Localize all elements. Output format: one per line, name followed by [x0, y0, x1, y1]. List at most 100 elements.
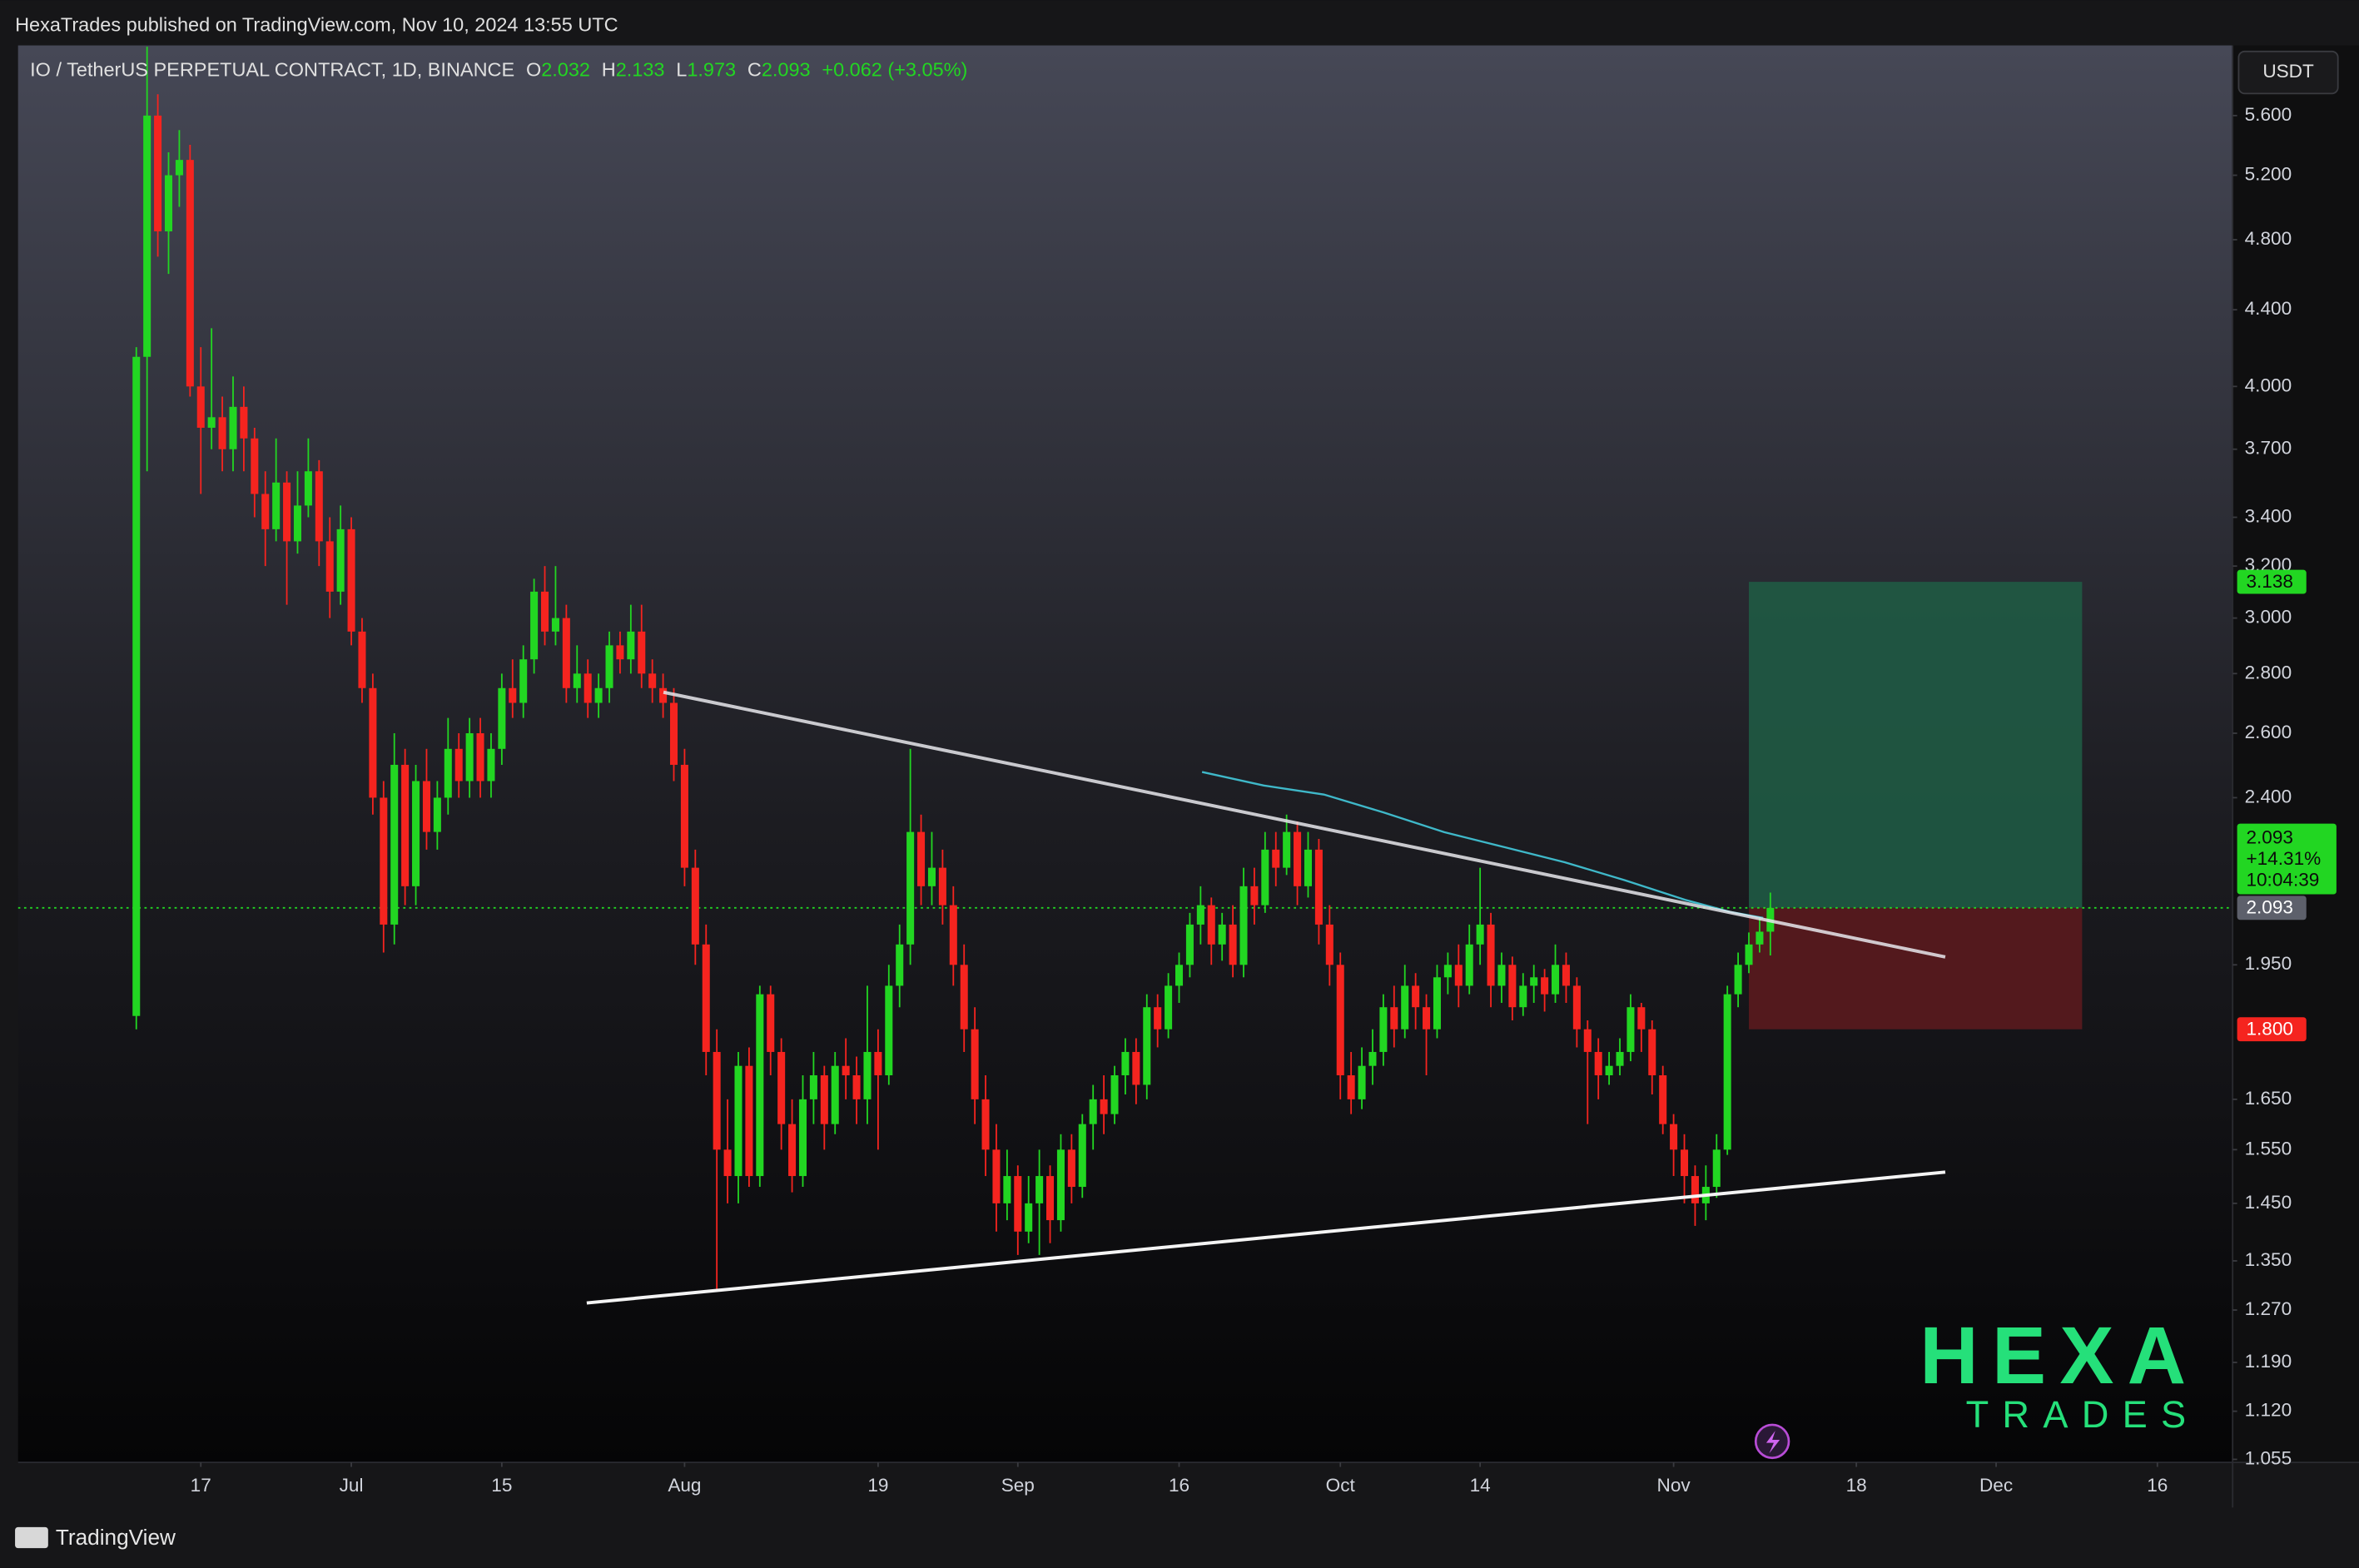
x-tick-label: 17	[191, 1475, 211, 1496]
legend-value: 2.133	[616, 58, 665, 80]
candle-body	[1336, 965, 1344, 1075]
candle-body	[1487, 924, 1495, 986]
candle-body	[1283, 831, 1291, 868]
plot	[17, 47, 2233, 1292]
symbol: IO / TetherUS PERPETUAL CONTRACT, 1D, BI…	[30, 58, 514, 80]
logo	[15, 1526, 48, 1549]
candle-body	[1025, 1203, 1033, 1232]
legend: IO / TetherUS PERPETUAL CONTRACT, 1D, BI…	[30, 58, 967, 80]
candle-body	[196, 386, 205, 428]
candle-body	[1616, 1051, 1624, 1066]
moving-average	[1201, 771, 1764, 920]
legend-key: L	[676, 58, 687, 80]
candle-body	[412, 781, 420, 886]
x-tick-label: 19	[867, 1475, 888, 1496]
candle-body	[1003, 1176, 1011, 1203]
legend-value: 2.032	[541, 58, 590, 80]
countdown: 10:04:39	[2246, 869, 2319, 890]
x-tick-label: Aug	[668, 1475, 701, 1496]
candle-body	[906, 831, 915, 945]
candle-body	[454, 748, 463, 782]
candle-body	[1325, 924, 1333, 965]
stop-label-box	[2237, 1017, 2307, 1042]
y-tick-label: 1.190	[2245, 1351, 2292, 1372]
candle-body	[1454, 965, 1463, 986]
candle-body	[971, 1029, 979, 1099]
candle-body	[1304, 849, 1313, 886]
candle-body	[896, 944, 904, 986]
legend-key: C	[747, 58, 762, 80]
y-tick-label: 5.200	[2245, 164, 2292, 185]
watermark: HEXA	[1919, 1310, 2199, 1401]
candle-body	[1443, 965, 1452, 978]
candle-body	[1239, 886, 1248, 965]
candle-body	[1401, 985, 1409, 1030]
footer: TradingView	[56, 1525, 176, 1550]
candle-body	[1067, 1149, 1075, 1188]
candle-body	[713, 1051, 721, 1150]
candle-body	[401, 764, 410, 886]
candle-body	[325, 541, 334, 592]
y-tick-label: 3.000	[2245, 607, 2292, 628]
y-tick-label: 1.120	[2245, 1400, 2292, 1421]
candle-body	[1756, 931, 1764, 945]
last-price-box	[2237, 823, 2337, 895]
candle-body	[1519, 985, 1527, 1008]
candle-body	[809, 1074, 817, 1099]
candle-body	[1056, 1149, 1065, 1221]
legend-value: 2.093	[762, 58, 811, 80]
x-tick-label: Nov	[1657, 1475, 1691, 1496]
y-tick-label: 1.270	[2245, 1298, 2292, 1319]
candle-body	[143, 115, 151, 357]
candle-body	[702, 944, 710, 1052]
candle-body	[1132, 1051, 1140, 1085]
y-tick-label: 4.800	[2245, 228, 2292, 249]
candle-body	[594, 687, 603, 703]
y-tick-label: 1.950	[2245, 953, 2292, 974]
candle-body	[1670, 1124, 1678, 1150]
candle-body	[1294, 831, 1302, 886]
candle-body	[1680, 1149, 1689, 1177]
candle-body	[1229, 924, 1237, 965]
y-tick-label: 4.000	[2245, 375, 2292, 395]
candle-body	[960, 965, 968, 1030]
trendline	[586, 1170, 1946, 1305]
candle-body	[240, 406, 248, 439]
candle-body	[283, 482, 291, 542]
candle-body	[465, 733, 474, 782]
candle-body	[1745, 944, 1753, 965]
entry-label-box	[2237, 896, 2307, 920]
candle-body	[638, 631, 646, 674]
candle-body	[261, 494, 270, 529]
candle-body	[1476, 924, 1484, 945]
candle-body	[659, 687, 668, 703]
x-tick-label: 16	[2147, 1475, 2168, 1496]
y-tick-label: 1.450	[2245, 1192, 2292, 1213]
legend-value: 1.973	[687, 58, 736, 80]
candle-body	[1423, 1007, 1431, 1030]
candle-body	[251, 438, 259, 494]
candle-body	[1648, 1029, 1656, 1075]
candle-body	[627, 631, 635, 660]
candle-body	[369, 687, 377, 798]
currency-button[interactable]	[2237, 50, 2339, 95]
candle-body	[1433, 977, 1441, 1030]
target-zone	[1749, 582, 2083, 908]
candle-body	[1196, 905, 1204, 925]
candle-body	[433, 797, 441, 832]
candle-body	[927, 867, 936, 886]
candle-body	[1175, 965, 1184, 986]
y-tick-label: 1.650	[2245, 1088, 2292, 1109]
candle-body	[1530, 977, 1538, 986]
candle-body	[1143, 1007, 1151, 1085]
candle-body	[981, 1099, 990, 1150]
x-tick-label: Jul	[340, 1475, 364, 1496]
y-tick-label: 4.400	[2245, 298, 2292, 319]
legend-key: H	[602, 58, 616, 80]
candle-body	[1250, 886, 1259, 906]
candle-body	[498, 687, 506, 749]
y-tick-label: 1.550	[2245, 1138, 2292, 1159]
candle-body	[1562, 965, 1570, 986]
legend-key: O	[526, 58, 541, 80]
candle-body	[1089, 1099, 1097, 1124]
